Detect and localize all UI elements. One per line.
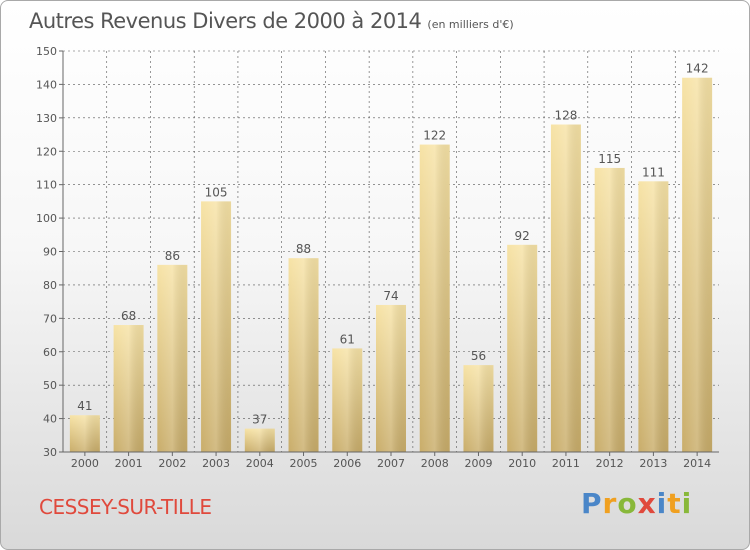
y-tick-label: 140 [36,78,57,91]
axis-layer: 30 40 50 60 70 80 90 100 110 120 130 140 150 2000 2001… [36,45,719,470]
data-label-2002: 86 [165,249,180,263]
y-tick-label: 120 [36,145,57,158]
place-name: CESSEY-SUR-TILLE [39,495,212,519]
y-tick-label: 110 [36,179,57,192]
data-label-2012: 115 [598,152,621,166]
data-label-2005: 88 [296,242,311,256]
y-tick-label: 80 [43,279,57,292]
x-tick-label: 2003 [202,457,230,470]
bar-layer [69,77,713,453]
data-label-2009: 56 [471,349,486,363]
data-label-2000: 41 [77,399,92,413]
bar-shine-2005 [288,258,319,452]
y-tick-label: 150 [36,45,57,58]
bar-shine-2012 [594,167,625,453]
bar-shine-2010 [507,244,538,452]
x-tick-label: 2012 [596,457,624,470]
x-tick-label: 2010 [508,457,536,470]
bar-shine-2006 [332,348,363,452]
x-tick-label: 2005 [290,457,318,470]
bar-shine-2002 [157,264,188,452]
y-tick-label: 70 [43,312,57,325]
x-tick-label: 2000 [71,457,99,470]
data-label-2001: 68 [121,309,136,323]
y-tick-label: 50 [43,379,57,392]
x-tick-label: 2011 [552,457,580,470]
data-label-2007: 74 [383,289,398,303]
proxiti-logo: Proxiti [581,487,693,520]
bar-shine-2013 [638,181,669,452]
bar-shine-2011 [550,124,581,453]
x-tick-label: 2008 [421,457,449,470]
chart-unit: (en milliers d'€) [427,18,514,31]
data-label-2003: 105 [205,185,228,199]
x-tick-label: 2009 [464,457,492,470]
x-tick-label: 2013 [639,457,667,470]
data-label-2013: 111 [642,165,665,179]
x-tick-label: 2007 [377,457,405,470]
bar-shine-2004 [244,428,275,452]
x-tick-label: 2002 [158,457,186,470]
label-layer: 41 68 86 105 37 88 61 74 122 56 92 128 115 111 142 [77,62,708,427]
bar-shine-2000 [69,415,100,452]
bar-shine-2003 [201,201,232,452]
chart-title-text: Autres Revenus Divers de 2000 à 2014 [29,9,422,33]
bar-shine-2001 [113,325,144,452]
x-tick-label: 2014 [683,457,711,470]
chart-title: Autres Revenus Divers de 2000 à 2014 (en … [29,9,514,33]
x-tick-label: 2006 [333,457,361,470]
bar-shine-2014 [682,77,713,452]
data-label-2008: 122 [423,129,446,143]
data-label-2006: 61 [340,332,355,346]
data-label-2010: 92 [515,229,530,243]
y-tick-label: 60 [43,346,57,359]
y-tick-label: 90 [43,246,57,259]
bar-shine-2009 [463,365,494,452]
y-tick-label: 100 [36,212,57,225]
y-tick-label: 130 [36,112,57,125]
data-label-2004: 37 [252,413,267,427]
x-tick-label: 2001 [115,457,143,470]
y-tick-label: 40 [43,413,57,426]
x-tick-label: 2004 [246,457,274,470]
data-label-2011: 128 [554,109,577,123]
bar-shine-2007 [376,304,406,452]
y-tick-label: 30 [43,446,57,459]
data-label-2014: 142 [686,62,709,76]
bar-shine-2008 [419,144,450,453]
